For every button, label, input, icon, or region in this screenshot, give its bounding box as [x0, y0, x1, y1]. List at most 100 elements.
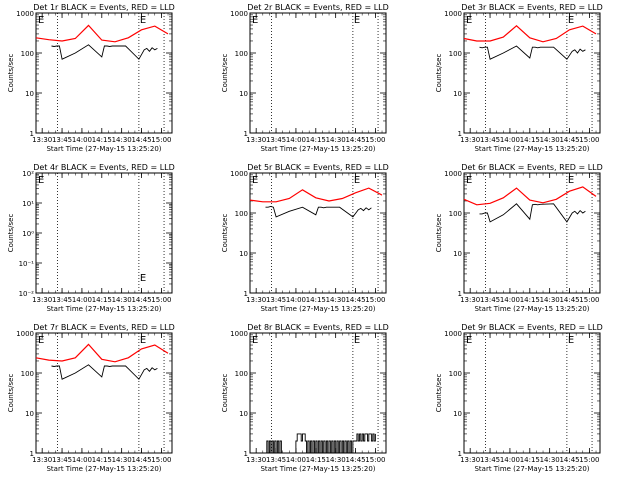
y-tick-label: 10⁻¹: [19, 260, 35, 268]
y-axis-label: Counts/sec: [435, 214, 443, 253]
y-axis-label: Counts/sec: [221, 214, 229, 253]
plot-frame: [463, 172, 601, 294]
x-tick-label: 15:00: [151, 456, 171, 464]
marker-label: E: [140, 335, 146, 346]
x-tick-label: 14:15: [92, 136, 112, 144]
marker-label: E: [354, 15, 360, 26]
y-tick-label: 1000: [230, 10, 248, 18]
marker-label: E: [38, 15, 44, 26]
y-axis-label: Counts/sec: [435, 374, 443, 413]
x-tick-label: 14:30: [112, 456, 132, 464]
x-tick-label: 14:45: [131, 456, 151, 464]
panel-title: Det 7r BLACK = Events, RED = LLD: [33, 323, 175, 332]
x-tick-label: 14:30: [112, 296, 132, 304]
y-tick-label: 1000: [16, 10, 34, 18]
marker-label: E: [140, 15, 146, 26]
x-tick-label: 13:30: [32, 456, 52, 464]
marker-label: E: [38, 335, 44, 346]
panel-det-3: Det 3r BLACK = Events, RED = LLD Counts/s…: [435, 3, 603, 153]
x-axis-label: Start Time (27-May-15 13:25:20): [474, 305, 589, 313]
x-tick-label: 13:45: [52, 136, 72, 144]
panel-title: Det 4r BLACK = Events, RED = LLD: [33, 163, 175, 172]
panel-det-9: Det 9r BLACK = Events, RED = LLD Counts/s…: [435, 323, 603, 473]
x-tick-label: 13:45: [480, 136, 500, 144]
x-tick-label: 15:00: [579, 456, 599, 464]
y-tick-label: 1: [458, 450, 462, 458]
plot-frame: [463, 12, 601, 134]
x-axis-label: Start Time (27-May-15 13:25:20): [46, 465, 161, 473]
panel-title: Det 2r BLACK = Events, RED = LLD: [247, 3, 389, 12]
panel-title: Det 1r BLACK = Events, RED = LLD: [33, 3, 175, 12]
marker-label: E: [568, 335, 574, 346]
marker-label: E: [38, 175, 44, 186]
y-tick-label: 10: [453, 250, 462, 258]
y-axis-label: Counts/sec: [221, 374, 229, 413]
x-tick-label: 14:45: [559, 456, 579, 464]
y-tick-label: 1000: [16, 330, 34, 338]
marker-label: E: [466, 15, 472, 26]
plot-frame: [249, 332, 387, 454]
x-tick-label: 14:00: [286, 296, 306, 304]
panel-title: Det 9r BLACK = Events, RED = LLD: [461, 323, 603, 332]
plot-frame: [463, 332, 601, 454]
x-tick-label: 14:15: [306, 136, 326, 144]
y-axis-label: Counts/sec: [221, 54, 229, 93]
marker-label: E: [568, 175, 574, 186]
x-tick-label: 13:45: [266, 456, 286, 464]
x-tick-label: 13:30: [460, 136, 480, 144]
x-tick-label: 14:00: [72, 136, 92, 144]
x-axis-label: Start Time (27-May-15 13:25:20): [260, 145, 375, 153]
x-tick-label: 14:00: [72, 456, 92, 464]
x-tick-label: 15:00: [365, 456, 385, 464]
x-tick-label: 13:30: [460, 456, 480, 464]
x-tick-label: 15:00: [151, 136, 171, 144]
x-tick-label: 15:00: [579, 296, 599, 304]
x-tick-label: 14:45: [131, 296, 151, 304]
series-line-events: [479, 203, 586, 223]
y-tick-label: 100: [449, 370, 462, 378]
x-tick-label: 13:45: [266, 296, 286, 304]
x-tick-label: 14:15: [92, 456, 112, 464]
series-line-events: [51, 44, 158, 60]
x-tick-label: 14:30: [326, 136, 346, 144]
plot-frame: [35, 12, 173, 134]
y-tick-label: 10: [239, 410, 248, 418]
y-tick-label: 1000: [444, 170, 462, 178]
x-tick-label: 14:15: [520, 136, 540, 144]
x-tick-label: 14:00: [500, 136, 520, 144]
y-tick-label: 1: [244, 450, 248, 458]
x-axis-label: Start Time (27-May-15 13:25:20): [46, 305, 161, 313]
x-tick-label: 15:00: [365, 136, 385, 144]
y-tick-label: 100: [235, 50, 248, 58]
x-tick-label: 14:45: [559, 296, 579, 304]
x-tick-label: 14:00: [500, 296, 520, 304]
panel-det-4: Det 4r BLACK = Events, RED = LLD Counts/s…: [7, 163, 175, 313]
y-tick-label: 1: [30, 130, 34, 138]
x-axis-label: Start Time (27-May-15 13:25:20): [260, 465, 375, 473]
y-tick-label: 10⁰: [22, 230, 34, 238]
x-tick-label: 14:00: [286, 136, 306, 144]
plot-frame: [35, 332, 173, 454]
x-tick-label: 14:45: [345, 136, 365, 144]
y-tick-label: 100: [21, 50, 34, 58]
series-line-lld: [249, 187, 383, 203]
plot-frame: [249, 12, 387, 134]
y-tick-label: 1000: [444, 10, 462, 18]
x-tick-label: 14:15: [306, 456, 326, 464]
panel-det-2: Det 2r BLACK = Events, RED = LLD Counts/s…: [221, 3, 389, 153]
marker-label: E: [466, 175, 472, 186]
x-tick-label: 13:45: [52, 456, 72, 464]
x-tick-label: 14:45: [131, 136, 151, 144]
series-line-events: [265, 433, 376, 454]
x-tick-label: 14:15: [92, 296, 112, 304]
y-axis-label: Counts/sec: [7, 374, 15, 413]
marker-label: E: [466, 335, 472, 346]
x-tick-label: 13:45: [480, 456, 500, 464]
x-axis-label: Start Time (27-May-15 13:25:20): [474, 465, 589, 473]
panel-det-8: Det 8r BLACK = Events, RED = LLD Counts/s…: [221, 323, 389, 473]
x-tick-label: 13:30: [246, 136, 266, 144]
x-tick-label: 14:30: [540, 456, 560, 464]
panel-title: Det 3r BLACK = Events, RED = LLD: [461, 3, 603, 12]
series-line-events: [265, 206, 372, 218]
